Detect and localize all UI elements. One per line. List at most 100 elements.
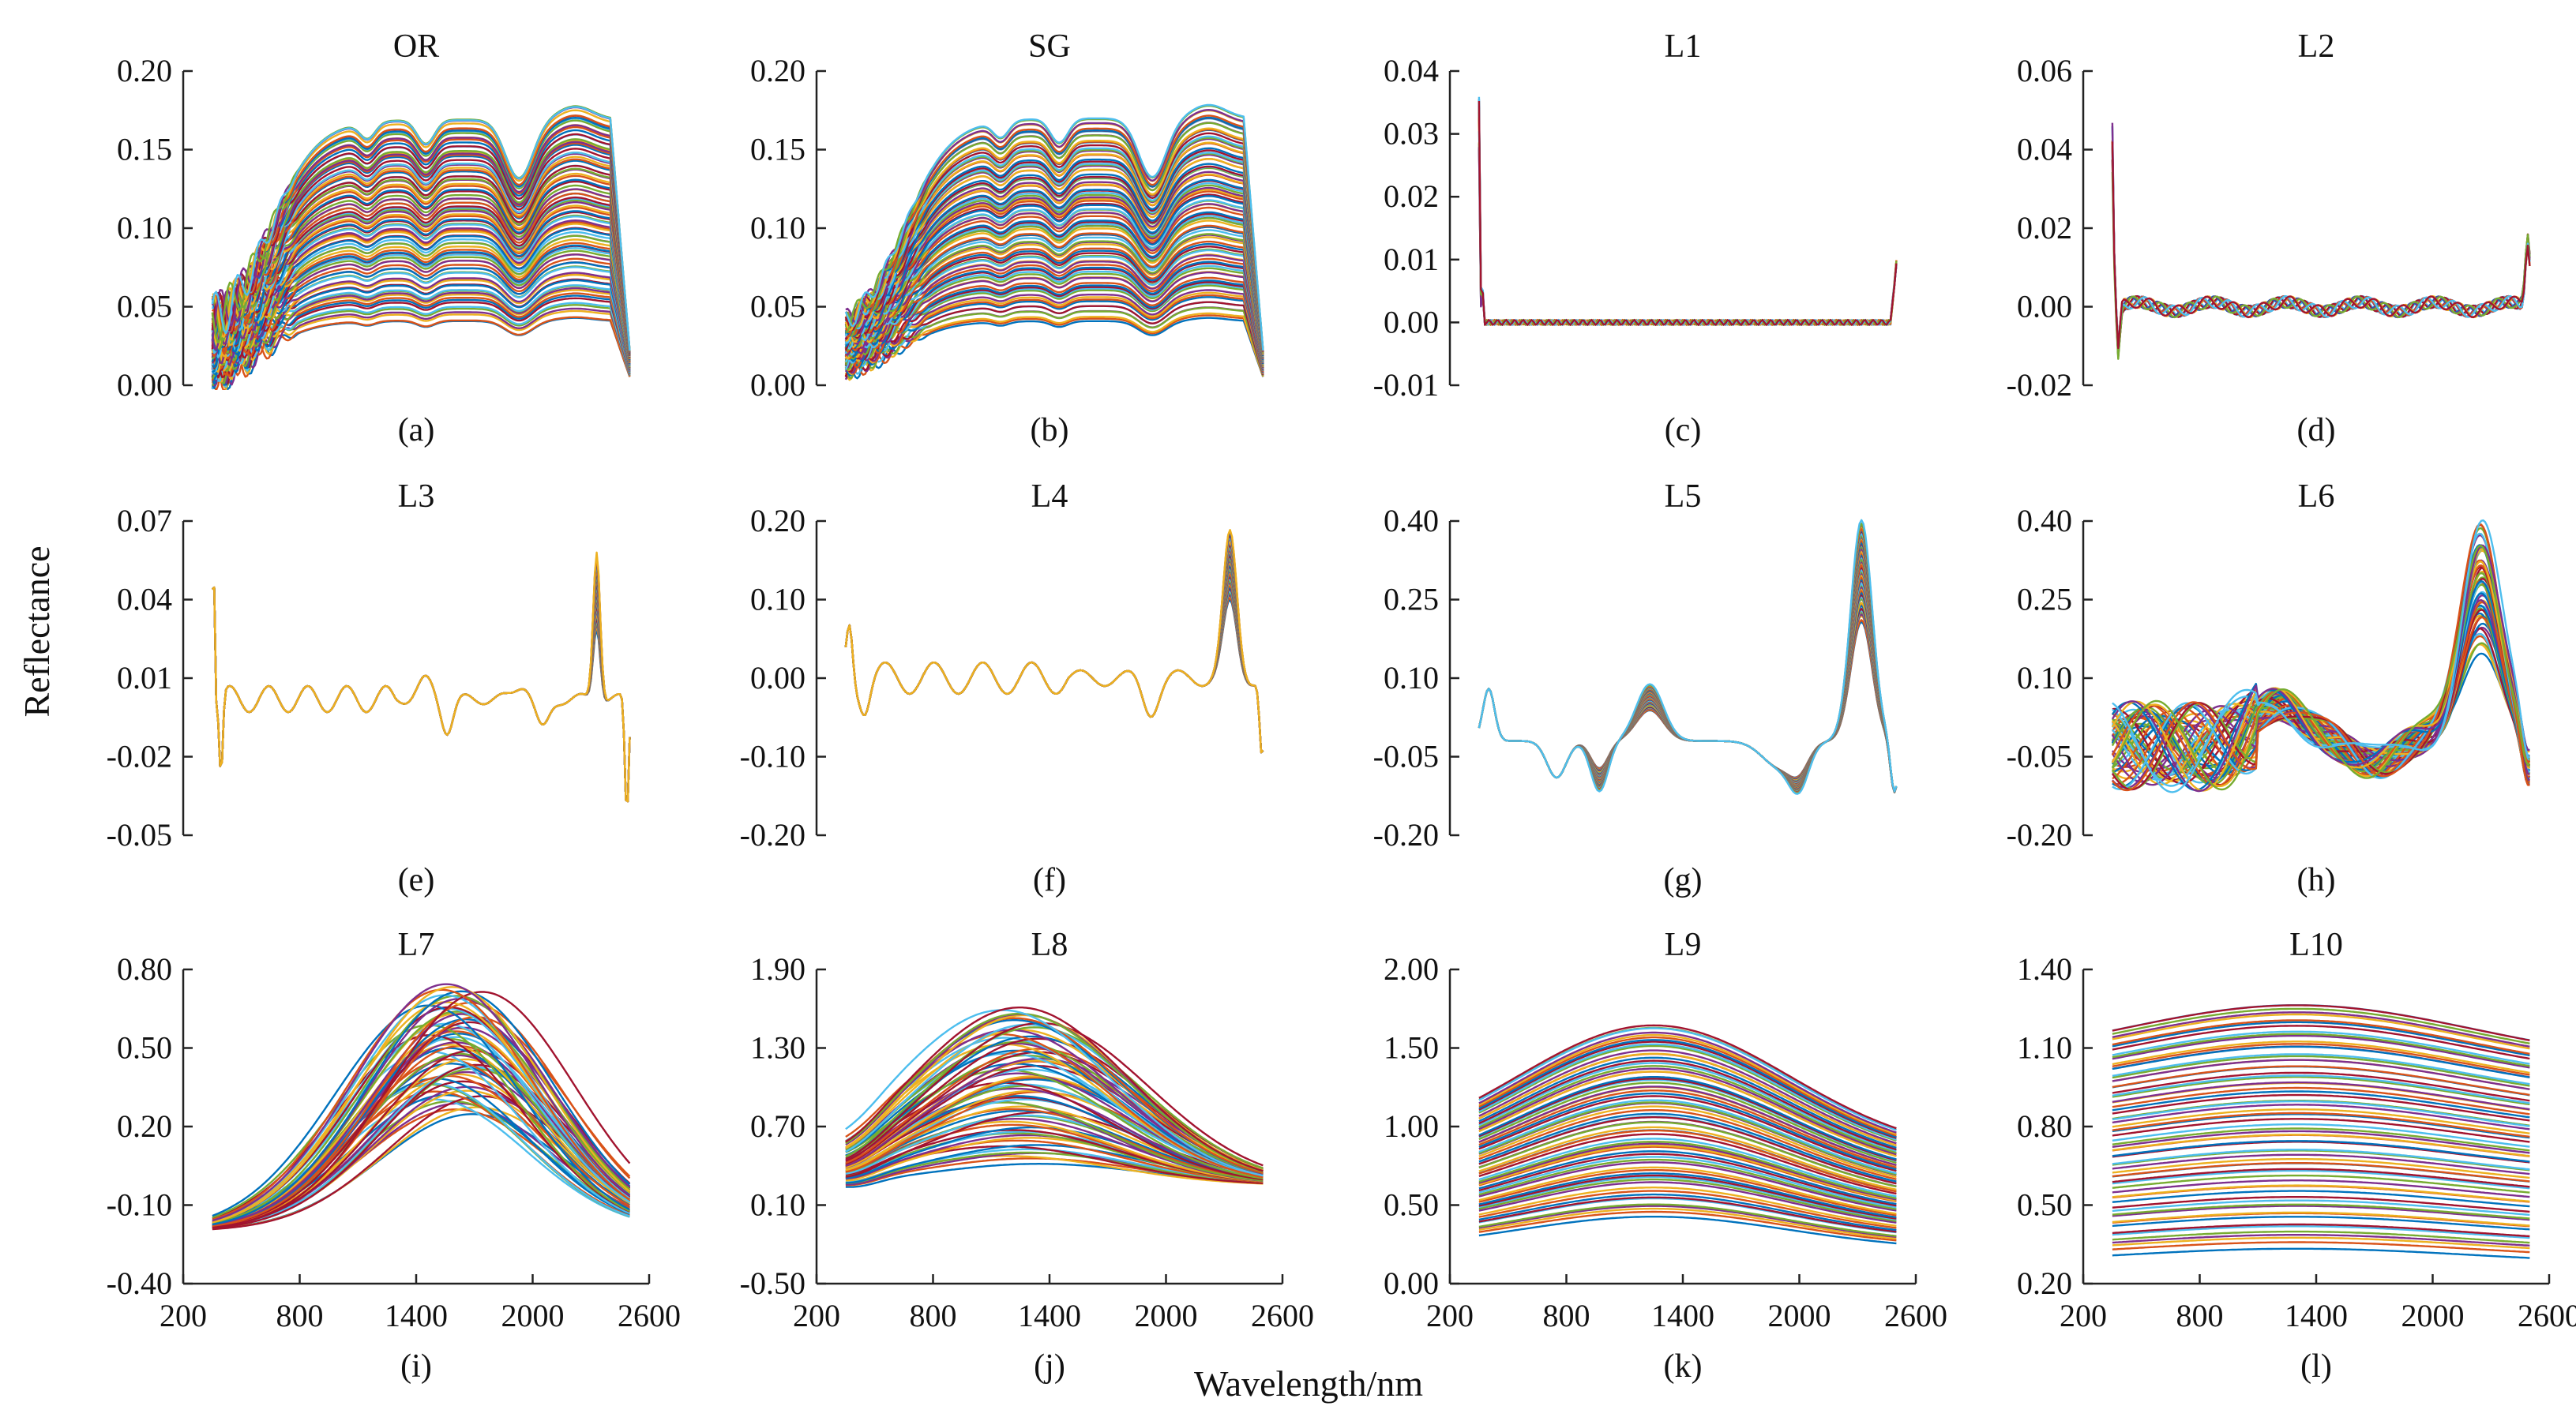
series-line	[845, 1095, 1264, 1180]
series-line	[1478, 582, 1898, 793]
x-tick-label: 200	[1426, 1298, 1474, 1333]
series-line	[212, 586, 631, 803]
series-line	[1478, 96, 1898, 326]
series-line	[844, 533, 1264, 754]
panel-title: L7	[398, 927, 435, 963]
series-line	[1478, 1036, 1897, 1137]
series-line	[844, 178, 1264, 360]
panel-caption: (h)	[2297, 862, 2336, 898]
series-line	[1478, 609, 1898, 793]
series-group	[844, 529, 1264, 754]
series-line	[1478, 99, 1898, 326]
series-line	[2112, 1184, 2530, 1203]
panel-title: L4	[1031, 478, 1068, 515]
series-line	[844, 271, 1264, 373]
series-line	[2112, 1190, 2530, 1208]
series-line	[212, 568, 631, 803]
series-line	[1478, 570, 1898, 793]
x-tick-label: 2000	[2401, 1298, 2465, 1333]
series-line	[212, 586, 631, 803]
series-line	[1478, 542, 1898, 793]
panel-caption: (g)	[1664, 862, 1703, 898]
series-line	[1478, 1043, 1897, 1141]
series-line	[1478, 1076, 1897, 1160]
series-group	[2112, 1004, 2530, 1259]
series-line	[845, 1012, 1264, 1173]
series-line	[1478, 1056, 1897, 1149]
series-line	[845, 1111, 1264, 1178]
series-line	[844, 173, 1264, 359]
series-line	[1478, 583, 1898, 793]
series-line	[212, 586, 631, 803]
series-line	[1478, 1158, 1897, 1210]
series-line	[1478, 558, 1898, 793]
series-line	[845, 1108, 1264, 1181]
series-line	[844, 549, 1264, 754]
panel-or: OR (a) 0.00 0.05 0.10 0.15 0.20	[117, 28, 631, 448]
series-line	[2112, 1225, 2530, 1239]
series-line	[844, 576, 1264, 754]
series-line	[1478, 1129, 1897, 1193]
series-line	[1478, 607, 1898, 793]
series-line	[1478, 1039, 1897, 1138]
series-line	[844, 283, 1264, 373]
series-line	[1478, 595, 1898, 793]
series-line	[844, 581, 1264, 754]
x-tick-label: 1400	[1018, 1298, 1081, 1333]
y-tick-label: 0.10	[1384, 660, 1439, 696]
series-line	[1478, 1049, 1897, 1145]
series-line	[1478, 545, 1898, 793]
x-tick-label: 2600	[1251, 1298, 1314, 1333]
x-tick-label: 800	[1543, 1298, 1590, 1333]
series-line	[2111, 171, 2531, 360]
series-line	[1478, 118, 1898, 326]
series-line	[2112, 1093, 2530, 1122]
series-line	[1478, 598, 1898, 793]
series-line	[844, 573, 1264, 754]
y-tick-label: 2.00	[1384, 951, 1439, 987]
series-line	[211, 261, 631, 384]
series-line	[1478, 553, 1898, 793]
x-tick-label: 1400	[1651, 1298, 1714, 1333]
series-line	[1478, 1145, 1897, 1202]
series-line	[845, 1040, 1264, 1175]
panel-l7: L7 (i) -0.40 -0.10 0.20 0.50 0.80 200 800 1400 200…	[107, 927, 681, 1385]
y-tick-label: 0.04	[2017, 132, 2072, 167]
series-line	[212, 566, 631, 803]
series-line	[1478, 605, 1898, 793]
series-line	[2112, 1211, 2530, 1227]
series-line	[212, 586, 631, 803]
series-line	[212, 586, 631, 803]
y-tick-label: -0.01	[1373, 367, 1439, 403]
series-line	[844, 289, 1264, 374]
y-tick-label: 0.80	[117, 951, 172, 987]
y-tick-label: -0.20	[1373, 817, 1439, 853]
series-line	[844, 540, 1264, 754]
series-line	[844, 257, 1264, 370]
series-line	[2111, 140, 2531, 351]
series-line	[2112, 1216, 2530, 1231]
series-line	[1478, 1116, 1897, 1185]
series-line	[212, 988, 631, 1220]
series-line	[2111, 545, 2531, 791]
series-line	[844, 211, 1264, 364]
series-line	[1478, 131, 1898, 326]
series-line	[2112, 1104, 2530, 1130]
series-line	[844, 296, 1264, 377]
panel-sg: SG (b) 0.00 0.05 0.10 0.15 0.20	[750, 28, 1264, 448]
series-line	[1478, 1052, 1897, 1146]
series-line	[212, 586, 631, 803]
series-line	[211, 216, 631, 373]
series-line	[844, 563, 1264, 754]
series-line	[212, 564, 631, 803]
series-line	[845, 203, 1264, 363]
series-line	[2112, 1158, 2530, 1179]
series-line	[2111, 141, 2531, 350]
series-line	[844, 163, 1264, 358]
series-line	[212, 586, 631, 803]
series-line	[844, 314, 1264, 377]
series-line	[2112, 1007, 2530, 1044]
series-line	[211, 223, 631, 373]
series-line	[1478, 100, 1898, 326]
series-line	[845, 152, 1264, 357]
